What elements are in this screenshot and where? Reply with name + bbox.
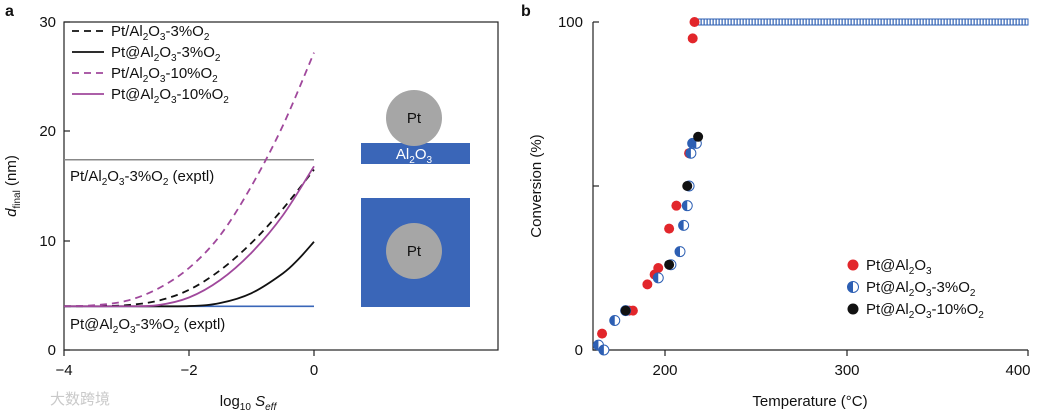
panel-a-curves: [63, 52, 315, 308]
panel-a-xlabel: log10 Seff: [220, 393, 278, 411]
point-1-1: [598, 344, 610, 356]
panel-b-ytick-label-0: 0: [575, 342, 583, 359]
point-0-7: [671, 200, 682, 211]
panel-b-ytick-label-100: 100: [558, 14, 583, 31]
panel-b-xlabel: Temperature (°C): [752, 393, 867, 410]
panel-a-ytick-label-30: 30: [39, 14, 56, 31]
legend-b-label-1: Pt@Al2O3-3%O2: [866, 279, 976, 299]
panel-a-frame: [63, 21, 499, 351]
panel-a-label: a: [5, 3, 14, 20]
panel-a-xtick-label-0: 0: [310, 362, 318, 379]
point-0-6: [664, 223, 675, 234]
legend-b-marker-1: [847, 281, 859, 293]
legend-a-label-2: Pt/Al2O3-10%O2: [111, 65, 218, 85]
watermark: 大数跨境: [50, 390, 110, 408]
legend-a-label-3: Pt@Al2O3-10%O2: [111, 86, 229, 106]
point-2-0: [620, 305, 631, 316]
schematic-pt-label-top: Pt: [407, 110, 422, 127]
panel-b-label: b: [521, 3, 531, 20]
point-2-2: [682, 181, 693, 191]
point-1-2: [609, 314, 621, 326]
panel-a-axes: 0 10 20 30 −4 −2 0 log10 Seff dfinal (nm…: [3, 14, 499, 411]
legend-b-label-2: Pt@Al2O3-10%O2: [866, 301, 984, 321]
panel-b-axes: 0 100 200 300 400 Temperature (°C) Conve…: [528, 14, 1031, 410]
point-2-1: [664, 259, 675, 270]
panel-a-xtick-label-m4: −4: [55, 362, 72, 379]
panel-a-ylabel: dfinal (nm): [3, 155, 23, 217]
exptl-label-pt-on-al2o3: Pt/Al2O3-3%O2 (exptl): [70, 168, 214, 188]
panel-b-points: [592, 17, 704, 356]
point-0-0: [597, 328, 608, 339]
point-1-4: [652, 272, 664, 284]
point-0-9: [687, 33, 698, 44]
panel-b-plateau: [697, 18, 1029, 26]
panel-b-ylabel: Conversion (%): [528, 134, 545, 237]
legend-a-label-1: Pt@Al2O3-3%O2: [111, 44, 221, 64]
legend-b-label-0: Pt@Al2O3: [866, 257, 932, 277]
point-1-7: [678, 219, 690, 231]
panel-a-legend: Pt/Al2O3-3%O2Pt@Al2O3-3%O2Pt/Al2O3-10%O2…: [72, 23, 229, 106]
curve-3: [63, 165, 315, 308]
schematic: Pt Al2O3 Pt: [361, 90, 470, 307]
schematic-pt-particle-encapsulated: [386, 223, 442, 279]
legend-b-marker-2: [847, 303, 859, 315]
curve-0: [63, 169, 315, 308]
panel-b-xtick-label-200: 200: [652, 362, 677, 379]
exptl-label-pt-at-al2o3: Pt@Al2O3-3%O2 (exptl): [70, 316, 225, 336]
point-1-8: [681, 200, 693, 212]
panel-a-ytick-label-20: 20: [39, 123, 56, 140]
schematic-al2o3-label: Al2O3: [396, 146, 433, 166]
legend-b-marker-0: [847, 259, 859, 271]
schematic-support-slab: [361, 143, 470, 164]
point-0-3: [642, 279, 653, 290]
point-1-6: [674, 246, 686, 258]
legend-a-label-0: Pt/Al2O3-3%O2: [111, 23, 210, 43]
panel-a-ytick-label-0: 0: [48, 342, 56, 359]
point-1-10: [685, 147, 697, 159]
point-2-3: [693, 131, 704, 142]
panel-a-xtick-label-m2: −2: [180, 362, 197, 379]
panel-a-ytick-label-10: 10: [39, 233, 56, 250]
point-0-10: [689, 17, 700, 27]
schematic-pt-particle-on-support: [386, 90, 442, 146]
curve-2: [63, 52, 315, 308]
point-0-5: [653, 263, 664, 273]
schematic-pt-label-bottom: Pt: [407, 243, 422, 260]
panel-b-xtick-label-300: 300: [834, 362, 859, 379]
panel-b-xtick-label-400: 400: [1005, 362, 1030, 379]
